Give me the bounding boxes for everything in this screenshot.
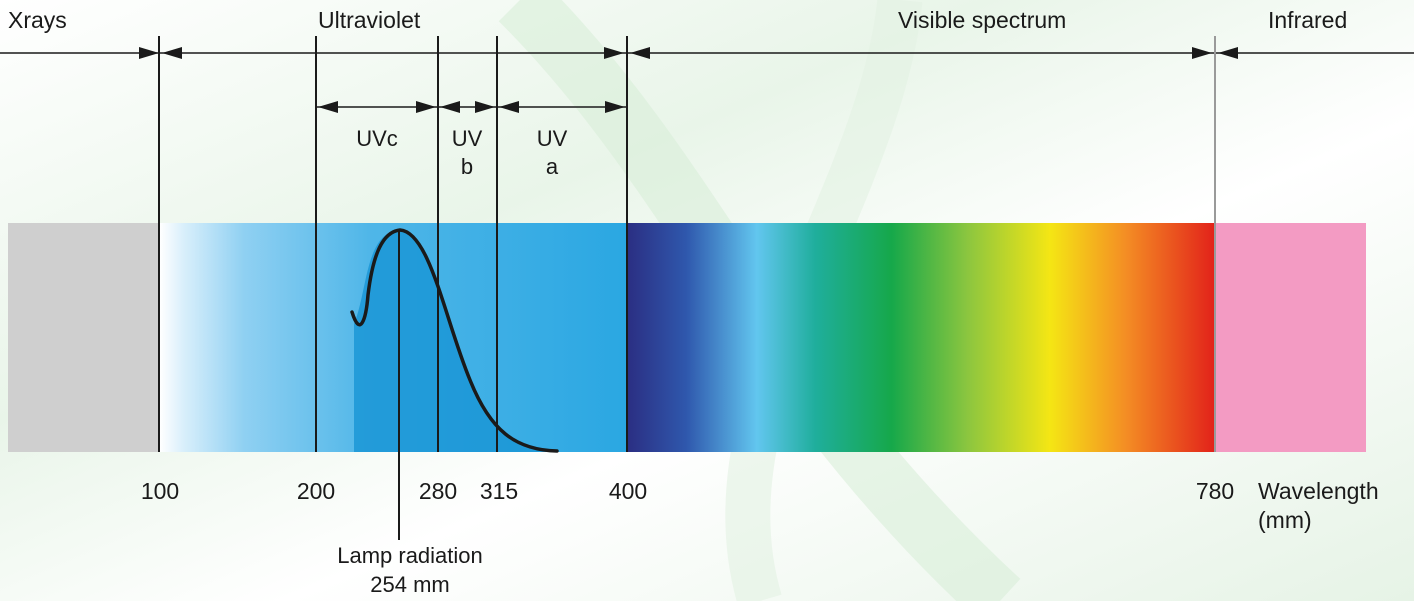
band-label-uvb: UV bbox=[452, 126, 483, 151]
infrared-bar bbox=[1216, 223, 1366, 452]
region-label-infrared: Infrared bbox=[1268, 7, 1347, 33]
tick-label-200: 200 bbox=[297, 478, 335, 504]
arrowhead bbox=[318, 101, 338, 113]
arrowhead bbox=[1218, 47, 1238, 59]
arrowhead bbox=[1192, 47, 1212, 59]
region-label-ultraviolet: Ultraviolet bbox=[318, 7, 421, 33]
tick-label-400: 400 bbox=[609, 478, 647, 504]
lamp-radiation-curve bbox=[350, 228, 559, 453]
arrowhead bbox=[416, 101, 436, 113]
band-label-uva: UV bbox=[537, 126, 568, 151]
arrowhead bbox=[440, 101, 460, 113]
arrowhead bbox=[139, 47, 159, 59]
band-label-uvb-letter: b bbox=[461, 154, 473, 179]
band-label-uva-letter: a bbox=[546, 154, 559, 179]
visible-bar bbox=[628, 223, 1214, 452]
arrowhead bbox=[604, 47, 624, 59]
arrowhead bbox=[499, 101, 519, 113]
arrowhead bbox=[605, 101, 625, 113]
tick-label-315: 315 bbox=[480, 478, 518, 504]
arrowhead bbox=[630, 47, 650, 59]
arrowhead bbox=[162, 47, 182, 59]
arrowhead bbox=[475, 101, 495, 113]
region-label-visible: Visible spectrum bbox=[898, 7, 1066, 33]
band-label-uvc: UVc bbox=[356, 126, 398, 151]
tick-label-780: 780 bbox=[1196, 478, 1234, 504]
xrays-bar bbox=[8, 223, 158, 452]
axis-label-wavelength: Wavelength bbox=[1258, 478, 1379, 504]
axis-label-unit: (mm) bbox=[1258, 507, 1312, 533]
tick-label-280: 280 bbox=[419, 478, 457, 504]
lamp-label-title: Lamp radiation bbox=[337, 543, 483, 568]
region-label-xrays: Xrays bbox=[8, 7, 67, 33]
lamp-label-value: 254 mm bbox=[370, 572, 449, 597]
tick-label-100: 100 bbox=[141, 478, 179, 504]
